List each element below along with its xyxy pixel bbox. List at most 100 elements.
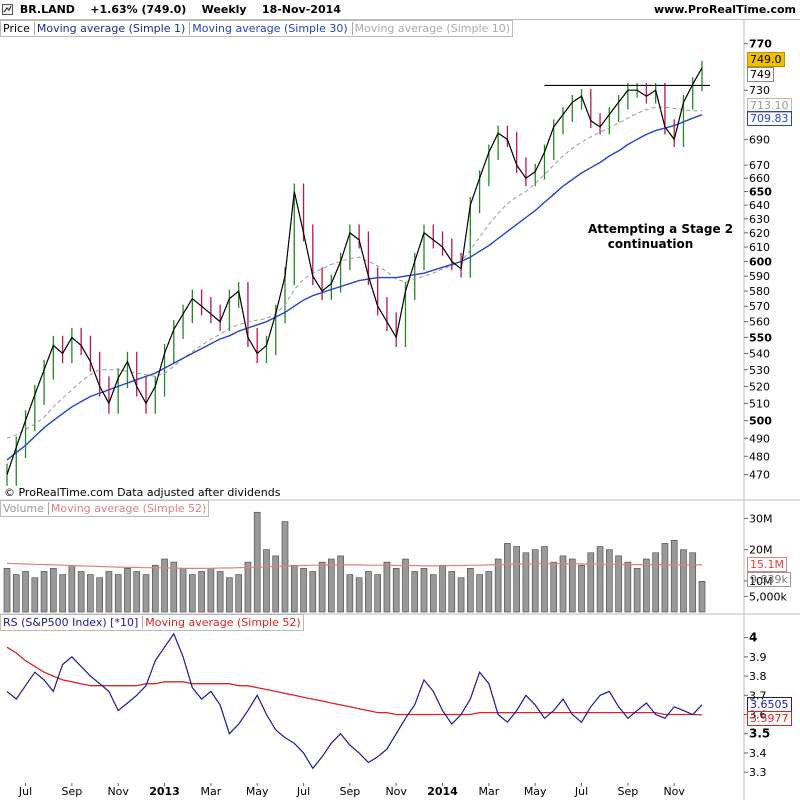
volume-bar <box>272 555 280 613</box>
volume-bar <box>392 568 400 613</box>
rs-layer <box>6 632 703 770</box>
header-left: BR.LAND +1.63% (749.0) Weekly 18-Nov-201… <box>2 0 341 19</box>
price-ytick-label: 470 <box>749 469 770 482</box>
legend-volume-ma52[interactable]: Moving average (Simple 52) <box>47 502 209 515</box>
legend-volume[interactable]: Volume <box>3 502 44 515</box>
symbol-label: BR.LAND <box>19 3 75 16</box>
volume-ma-tag: 15.1M <box>747 557 787 572</box>
volume-layer <box>3 511 706 613</box>
volume-bar <box>504 543 511 613</box>
volume-bar <box>346 574 354 613</box>
volume-bar <box>87 574 94 613</box>
price-ytick-label: 530 <box>749 364 770 377</box>
volume-last-tag: 9,839k <box>747 572 791 587</box>
volume-bar <box>522 552 530 613</box>
axis-layer: 470 480 490 500 510 520 530 540 550 560 570 580 590 6… <box>18 38 788 798</box>
volume-bar <box>587 552 595 613</box>
volume-bar <box>133 571 141 613</box>
x-tick-label: Sep <box>617 785 638 798</box>
volume-bar <box>615 555 622 613</box>
x-tick-label: Nov <box>385 785 407 798</box>
price-ytick-label: 500 <box>749 415 772 428</box>
legend-ma10[interactable]: Moving average (Simple 10) <box>351 22 513 35</box>
volume-bar <box>448 571 456 613</box>
last-price-tag: 749.0 <box>747 52 785 67</box>
volume-bar <box>290 564 298 613</box>
price-ytick-label: 590 <box>749 270 770 283</box>
volume-bar <box>457 577 465 613</box>
volume-bar <box>263 549 270 613</box>
legend-rs-ma52[interactable]: Moving average (Simple 52) <box>142 616 303 629</box>
price-ytick-label: 490 <box>749 432 770 445</box>
ma10-tag: 713.10 <box>747 98 792 113</box>
x-tick-label: Mar <box>200 785 221 798</box>
legend-price[interactable]: Price <box>3 22 30 35</box>
x-tick-label: Nov <box>107 785 129 798</box>
x-tick-label: Sep <box>61 785 82 798</box>
legend-ma30[interactable]: Moving average (Simple 30) <box>189 22 350 35</box>
volume-bar <box>467 568 474 613</box>
volume-ma-line <box>6 562 702 570</box>
price-ytick-label: 660 <box>749 172 770 185</box>
volume-bar <box>698 581 706 613</box>
volume-bar <box>633 568 641 613</box>
volume-bar <box>31 577 39 613</box>
volume-bar <box>661 543 669 613</box>
volume-bar <box>578 564 585 613</box>
legend-ma1[interactable]: Moving average (Simple 1) <box>33 22 188 35</box>
volume-bar <box>606 549 613 613</box>
price-ytick-label: 690 <box>749 133 770 146</box>
volume-legend: Volume Moving average (Simple 52) <box>0 500 210 517</box>
rs-ytick-label: 3.4 <box>749 747 767 760</box>
x-tick-label: Jul <box>574 785 588 798</box>
x-tick-label: 2014 <box>427 785 458 798</box>
volume-ytick-label: 10M <box>749 575 773 588</box>
volume-bar <box>494 558 502 613</box>
volume-bar <box>170 561 178 613</box>
rs-ytick-label: 3.3 <box>749 766 767 779</box>
volume-bar <box>253 511 261 613</box>
price-ytick-label: 730 <box>749 84 770 97</box>
price-legend: Price Moving average (Simple 1) Moving ave… <box>0 20 514 37</box>
volume-ytick-label: 20M <box>749 544 773 557</box>
volume-ytick-label: 30M <box>749 512 773 525</box>
x-tick-label: Mar <box>478 785 499 798</box>
last-close-tag: 749 <box>747 67 774 82</box>
rs-legend: RS (S&P500 Index) [*10] Moving average (S… <box>0 614 304 631</box>
rs-ytick-label: 3.9 <box>749 651 767 664</box>
volume-bar <box>624 561 632 613</box>
change-label: +1.63% (749.0) <box>90 3 187 16</box>
volume-bar <box>3 568 11 613</box>
price-ytick-label: 480 <box>749 450 770 463</box>
annotation-line-1: Attempting a Stage 2 <box>588 222 734 236</box>
volume-bar <box>309 571 317 613</box>
volume-bar <box>318 561 326 613</box>
price-ytick-label: 770 <box>749 38 772 51</box>
volume-bar <box>50 568 57 613</box>
price-ytick-label: 670 <box>749 159 770 172</box>
volume-bar <box>670 539 678 613</box>
volume-bar <box>374 574 381 613</box>
volume-bar <box>531 549 539 613</box>
annotation-text: Attempting a Stage 2 continuation <box>588 222 734 252</box>
volume-bar <box>559 555 567 613</box>
volume-bar <box>244 561 252 613</box>
volume-bar <box>198 571 205 613</box>
volume-bar <box>179 568 187 613</box>
rs-ma-line <box>6 646 703 716</box>
site-link[interactable]: www.ProRealTime.com <box>653 3 796 16</box>
volume-bar <box>429 574 437 613</box>
x-tick-label: Sep <box>339 785 360 798</box>
volume-bar <box>12 574 20 613</box>
volume-bar <box>689 552 697 613</box>
volume-bar <box>337 555 344 613</box>
price-footer: © ProRealTime.com Data adjusted after di… <box>4 486 281 499</box>
price-ytick-label: 540 <box>749 347 770 360</box>
price-ytick-label: 600 <box>749 255 772 268</box>
x-tick-label: Nov <box>663 785 685 798</box>
volume-bar <box>161 558 168 613</box>
price-ytick-label: 510 <box>749 397 770 410</box>
legend-rs[interactable]: RS (S&P500 Index) [*10] <box>3 616 139 629</box>
price-ytick-label: 520 <box>749 380 770 393</box>
